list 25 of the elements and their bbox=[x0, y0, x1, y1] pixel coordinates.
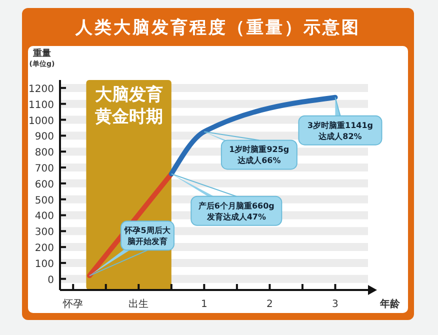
x-tick-label: 怀孕 bbox=[62, 298, 84, 310]
y-tick-label: 700 bbox=[34, 164, 54, 174]
band-label: 大脑发育黄金时期 bbox=[94, 84, 163, 127]
x-axis-title: 年龄 bbox=[379, 298, 401, 310]
annotation: 怀孕5周后大脑开始发育 bbox=[124, 226, 172, 246]
y-tick-label: 900 bbox=[34, 132, 54, 143]
x-tick-label: 2 bbox=[266, 299, 273, 310]
y-tick-label: 500 bbox=[34, 195, 54, 206]
annotation: 3岁时脑重1141g达成人82% bbox=[307, 120, 374, 141]
chart-title: 人类大脑发育程度（重量）示意图 bbox=[74, 17, 362, 39]
annotation: 产后6个月脑重660g发育达成人47% bbox=[197, 201, 275, 222]
x-tick-label: 1 bbox=[200, 299, 208, 310]
y-tick-label: 400 bbox=[34, 211, 54, 222]
y-tick-label: 100 bbox=[34, 258, 54, 270]
x-tick-label: 出生 bbox=[128, 298, 149, 310]
y-tick-label: 300 bbox=[34, 227, 54, 238]
y-tick-label: 1200 bbox=[28, 84, 54, 95]
annotation: 1岁时脑重925g达成人66% bbox=[229, 145, 290, 166]
y-tick-label: 0 bbox=[48, 274, 54, 286]
y-tick-label: 200 bbox=[34, 243, 54, 254]
y-tick-label: 1100 bbox=[28, 100, 54, 111]
x-tick-label: 3 bbox=[332, 299, 338, 310]
y-tick-label: 1000 bbox=[28, 116, 54, 127]
y-tick-label: 600 bbox=[34, 179, 54, 190]
y-tick-label: 800 bbox=[34, 148, 54, 159]
